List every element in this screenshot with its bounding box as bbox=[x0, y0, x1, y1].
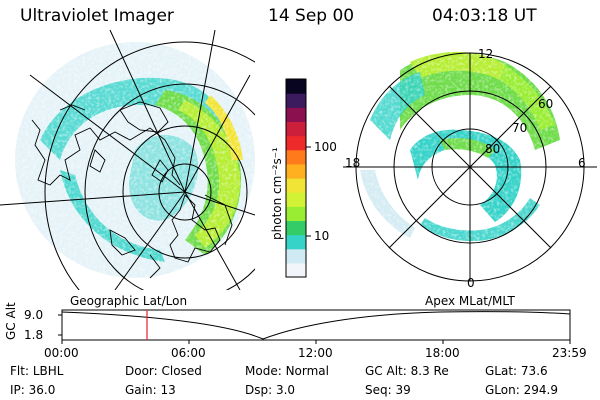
mlt-panel-label: Apex MLat/MLT bbox=[425, 294, 515, 308]
time-label-0: 00:00 bbox=[44, 346, 79, 360]
time-label-2: 12:00 bbox=[298, 346, 333, 360]
colorbar-block bbox=[286, 206, 306, 222]
colorbar-unit-label: photon cm⁻²s⁻¹ bbox=[270, 147, 284, 240]
colorbar-label-100: 100 bbox=[314, 140, 337, 154]
time-label: 04:03:18 UT bbox=[432, 6, 537, 26]
instrument-title: Ultraviolet Imager bbox=[20, 6, 174, 26]
altitude-curve bbox=[61, 311, 571, 340]
colorbar-block bbox=[286, 234, 306, 250]
colorbar-block bbox=[286, 121, 306, 137]
colorbar bbox=[285, 78, 311, 278]
mlt-hour-12: 12 bbox=[478, 47, 494, 61]
status-gc-alt: GC Alt: 8.3 Re bbox=[365, 364, 449, 378]
colorbar-block bbox=[286, 248, 306, 264]
alt-tick-label-high: 9.0 bbox=[24, 308, 44, 322]
colorbar-block bbox=[286, 135, 306, 151]
colorbar-block bbox=[286, 262, 306, 278]
status-seq: Seq: 39 bbox=[365, 383, 411, 397]
time-label-1: 06:00 bbox=[171, 346, 206, 360]
mlt-hour-18: 18 bbox=[345, 156, 361, 170]
status-flt: Flt: LBHL bbox=[10, 364, 64, 378]
mlt-grid bbox=[343, 52, 597, 282]
status-dsp: Dsp: 3.0 bbox=[245, 383, 296, 397]
geo-panel-label: Geographic Lat/Lon bbox=[70, 294, 188, 308]
colorbar-block bbox=[286, 93, 306, 108]
colorbar-block bbox=[286, 107, 306, 123]
mlt-lat-80: 80 bbox=[485, 142, 501, 156]
geo-graticule bbox=[0, 29, 255, 290]
date-label: 14 Sep 00 bbox=[268, 6, 355, 26]
status-glat: GLat: 73.6 bbox=[485, 364, 548, 378]
status-mode: Mode: Normal bbox=[245, 364, 329, 378]
colorbar-block bbox=[286, 192, 306, 207]
mlt-hour-0: 0 bbox=[467, 276, 475, 290]
status-glon: GLon: 294.9 bbox=[485, 383, 558, 397]
colorbar-label-10: 10 bbox=[314, 229, 330, 243]
colorbar-block bbox=[286, 163, 306, 179]
mlt-lat-60: 60 bbox=[538, 97, 554, 111]
geo-image-panel bbox=[0, 28, 255, 290]
alt-tick-label-low: 1.8 bbox=[24, 328, 44, 342]
colorbar-frame bbox=[285, 78, 307, 278]
status-gain: Gain: 13 bbox=[125, 383, 176, 397]
colorbar-block bbox=[286, 79, 306, 94]
gc-alt-axis-label: GC Alt bbox=[4, 302, 18, 340]
colorbar-block bbox=[286, 220, 306, 236]
altitude-track bbox=[58, 309, 571, 344]
mlt-hour-6: 6 bbox=[578, 156, 586, 170]
colorbar-block bbox=[286, 149, 306, 165]
colorbar-block bbox=[286, 178, 306, 193]
time-label-3: 18:00 bbox=[425, 346, 460, 360]
mlt-image-panel bbox=[342, 39, 598, 295]
colorbar-gradient bbox=[286, 79, 306, 278]
time-label-4: 23:59 bbox=[552, 346, 587, 360]
mlt-lat-70: 70 bbox=[512, 121, 528, 135]
status-door: Door: Closed bbox=[125, 364, 202, 378]
geo-coastlines bbox=[31, 101, 233, 279]
altitude-track-frame bbox=[61, 309, 571, 341]
status-ip: IP: 36.0 bbox=[10, 383, 56, 397]
